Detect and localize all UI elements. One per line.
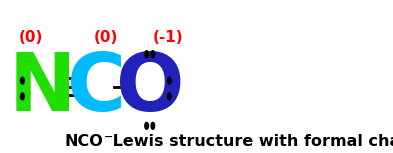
Text: NCO: NCO: [64, 134, 103, 149]
Text: (-1): (-1): [152, 30, 183, 45]
Text: −: −: [103, 132, 113, 142]
Circle shape: [20, 77, 24, 84]
Text: Lewis structure with formal charges: Lewis structure with formal charges: [107, 134, 393, 149]
Text: N: N: [8, 50, 76, 127]
Circle shape: [167, 77, 171, 84]
Text: O: O: [116, 50, 184, 127]
Text: C: C: [67, 50, 127, 127]
Text: (0): (0): [94, 30, 118, 45]
Circle shape: [145, 122, 149, 129]
Circle shape: [20, 93, 24, 100]
Circle shape: [145, 51, 149, 58]
Circle shape: [167, 93, 171, 100]
Circle shape: [151, 51, 154, 58]
Text: (0): (0): [18, 30, 43, 45]
Circle shape: [151, 122, 154, 129]
